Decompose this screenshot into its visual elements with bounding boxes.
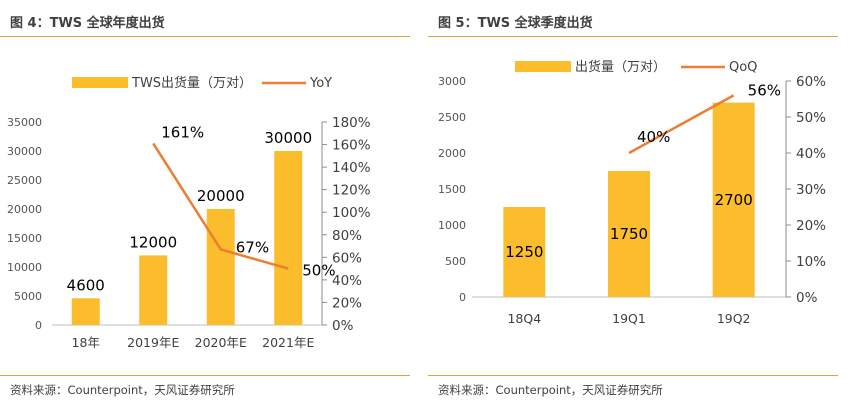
- y-left-tick-label: 2000: [438, 147, 466, 160]
- legend-line-label: YoY: [309, 76, 332, 91]
- x-tick-label: 2019年E: [127, 335, 179, 350]
- y-right-tick-label: 180%: [332, 115, 371, 131]
- bar-value-label: 1750: [610, 225, 648, 243]
- y-right-tick-label: 40%: [332, 273, 362, 289]
- quarterly-shipments-chart: 出货量（万对） QoQ 0 500 1000 1500 2000 2500 3000 0% 10% 2…: [438, 59, 826, 326]
- bar-value-label: 2700: [715, 191, 753, 209]
- x-tick-label: 18Q4: [507, 311, 541, 326]
- y-right-tick-label: 140%: [332, 160, 371, 176]
- chart-panel-annual: 图 4：TWS 全球年度出货 TWS出货量（万对） YoY 0 5000 10000 15…: [0, 0, 416, 412]
- bar-2020年E: [206, 209, 235, 325]
- y-right-tick-label: 80%: [332, 228, 362, 244]
- y-left-tick-label: 25000: [7, 174, 42, 187]
- line-value-label: 40%: [637, 128, 670, 146]
- y-right-tick-label: 60%: [332, 250, 362, 266]
- y-right-tick-label: 10%: [796, 254, 826, 270]
- bar-value-label: 30000: [264, 129, 312, 147]
- y-left-tick-label: 2500: [438, 111, 466, 124]
- y-left-tick-label: 1500: [438, 183, 466, 196]
- y-left-tick-label: 0: [459, 291, 466, 304]
- y-right-tick-label: 30%: [796, 182, 826, 198]
- line-series-QoQ: [628, 94, 735, 155]
- y-left-tick-label: 35000: [7, 116, 42, 129]
- y-left-tick-label: 0: [35, 319, 42, 332]
- line-value-label: 67%: [236, 238, 269, 256]
- bar-2021年E: [274, 151, 303, 325]
- title-rule: [428, 36, 838, 37]
- bar-value-label: 20000: [197, 187, 245, 205]
- figure-title: 图 4：TWS 全球年度出货: [10, 16, 165, 31]
- legend-line-label: QoQ: [729, 60, 757, 75]
- legend-bar-swatch: [515, 61, 571, 72]
- y-right-tick-label: 0%: [796, 290, 818, 306]
- y-right-tick-label: 40%: [796, 146, 826, 162]
- title-rule: [0, 36, 410, 37]
- bar-2019年E: [139, 255, 168, 325]
- chart-panel-quarterly: 图 5：TWS 全球季度出货 出货量（万对） QoQ 0 500 1000 1500 200…: [428, 0, 848, 412]
- annual-shipments-chart: TWS出货量（万对） YoY 0 5000 10000 15000 20000 25000 30…: [7, 75, 371, 350]
- line-value-label: 161%: [161, 123, 204, 141]
- line-series-YoY: [152, 142, 289, 270]
- y-left-tick-label: 20000: [7, 203, 42, 216]
- y-left-tick-label: 500: [445, 255, 466, 268]
- legend-bar-label: 出货量（万对）: [575, 59, 666, 75]
- line-value-label: 56%: [748, 81, 781, 99]
- legend-bar-swatch: [72, 77, 128, 88]
- y-right-tick-label: 120%: [332, 183, 371, 199]
- y-right-tick-label: 20%: [796, 218, 826, 234]
- bar-value-label: 1250: [505, 243, 543, 261]
- y-left-tick-label: 30000: [7, 145, 42, 158]
- bar-19Q2: [712, 102, 755, 297]
- bar-19Q1: [608, 171, 650, 297]
- x-tick-label: 2020年E: [195, 335, 247, 350]
- y-left-tick-label: 5000: [14, 290, 42, 303]
- y-right-tick-label: 0%: [332, 318, 354, 334]
- x-tick-label: 19Q2: [717, 311, 751, 326]
- y-left-tick-label: 1000: [438, 219, 466, 232]
- bar-value-label: 12000: [129, 233, 177, 251]
- legend-bar-label: TWS出货量（万对）: [131, 75, 252, 91]
- source-note: 资料来源：Counterpoint，天风证券研究所: [10, 383, 235, 397]
- y-right-tick-label: 160%: [332, 138, 371, 154]
- source-note: 资料来源：Counterpoint，天风证券研究所: [438, 383, 663, 397]
- source-rule: [428, 375, 838, 376]
- bar-18年: [71, 298, 100, 325]
- line-value-label: 50%: [302, 262, 335, 280]
- bar-18Q4: [503, 207, 546, 297]
- x-tick-label: 18年: [72, 335, 100, 350]
- y-right-tick-label: 50%: [796, 110, 826, 126]
- y-left-tick-label: 15000: [7, 232, 42, 245]
- y-left-tick-label: 10000: [7, 261, 42, 274]
- bar-value-label: 4600: [67, 276, 105, 294]
- y-right-tick-label: 20%: [332, 295, 362, 311]
- y-right-tick-label: 60%: [796, 74, 826, 90]
- figure-title: 图 5：TWS 全球季度出货: [438, 16, 593, 31]
- source-rule: [0, 375, 410, 376]
- x-tick-label: 19Q1: [612, 311, 646, 326]
- y-left-tick-label: 3000: [438, 75, 466, 88]
- y-right-tick-label: 100%: [332, 205, 371, 221]
- x-tick-label: 2021年E: [262, 335, 314, 350]
